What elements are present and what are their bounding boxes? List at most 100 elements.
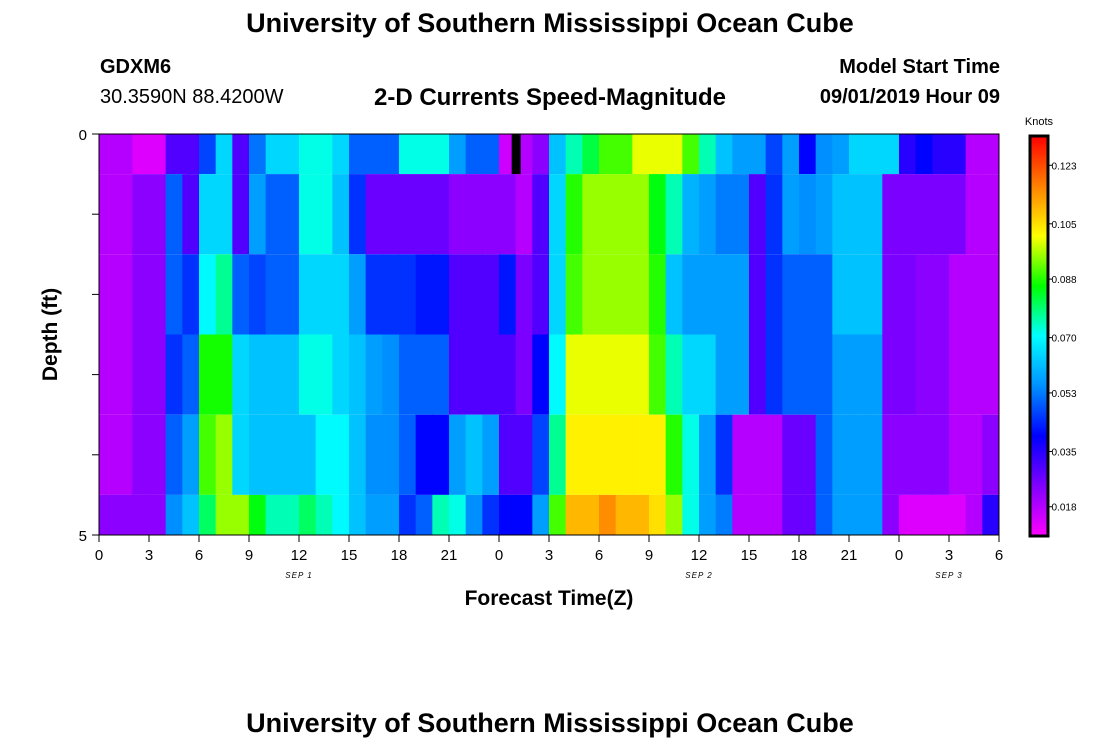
heatmap-cell <box>982 134 1000 175</box>
heatmap-cell <box>932 494 950 535</box>
heatmap-cell <box>949 134 967 175</box>
heatmap-cell <box>615 134 633 175</box>
heatmap-cell <box>232 134 250 175</box>
heatmap-cell <box>682 134 700 175</box>
heatmap-cell <box>699 494 717 535</box>
heatmap-cell <box>682 254 700 335</box>
heatmap-cell <box>599 334 617 415</box>
heatmap-cell <box>382 494 400 535</box>
heatmap-cell <box>765 494 783 535</box>
heatmap-cell <box>782 334 800 415</box>
page-footer-title: University of Southern Mississippi Ocean… <box>246 708 854 738</box>
colorbar-tick-label: 0.105 <box>1051 220 1076 231</box>
heatmap-cell <box>332 334 350 415</box>
heatmap-cell <box>215 134 233 175</box>
heatmap-cell <box>649 174 667 255</box>
heatmap-cell <box>865 414 883 495</box>
heatmap-cell <box>699 334 717 415</box>
heatmap-cell <box>582 134 600 175</box>
heatmap-cell <box>432 174 450 255</box>
heatmap-cell <box>482 334 500 415</box>
heatmap-cell <box>99 494 117 535</box>
heatmap-cell <box>149 334 167 415</box>
heatmap-cell <box>415 334 433 415</box>
heatmap-cell <box>849 254 867 335</box>
heatmap-cell <box>315 174 333 255</box>
heatmap-cell <box>949 494 967 535</box>
heatmap-cell <box>349 174 367 255</box>
x-tick-label: 3 <box>945 547 953 564</box>
heatmap-cell <box>882 254 900 335</box>
heatmap-cell <box>982 174 1000 255</box>
heatmap-cell <box>765 334 783 415</box>
heatmap-cell <box>549 414 567 495</box>
heatmap-cell <box>882 494 900 535</box>
heatmap-cell <box>182 494 200 535</box>
heatmap-cell <box>299 494 317 535</box>
heatmap-cell <box>615 414 633 495</box>
heatmap-cell <box>765 414 783 495</box>
heatmap-cell <box>299 414 317 495</box>
heatmap-cell <box>249 174 267 255</box>
heatmap-cell <box>965 254 983 335</box>
heatmap-cell <box>665 414 683 495</box>
heatmap-cell <box>515 254 533 335</box>
heatmap-cell <box>232 174 250 255</box>
heatmap-cell <box>849 334 867 415</box>
heatmap-cell <box>199 174 217 255</box>
heatmap-cell <box>982 414 1000 495</box>
heatmap-cell <box>932 414 950 495</box>
heatmap-cells <box>99 134 1000 535</box>
heatmap-cell <box>149 414 167 495</box>
heatmap-cell <box>699 254 717 335</box>
heatmap-cell <box>399 254 417 335</box>
heatmap-cell <box>365 174 383 255</box>
heatmap-cell <box>382 414 400 495</box>
heatmap-cell <box>715 414 733 495</box>
heatmap-cell <box>449 414 467 495</box>
heatmap-cell <box>182 414 200 495</box>
heatmap-cell <box>282 254 300 335</box>
heatmap-cell <box>165 494 183 535</box>
colorbar-tick-label: 0.018 <box>1051 503 1076 514</box>
heatmap-cell <box>832 254 850 335</box>
heatmap-cell <box>832 494 850 535</box>
x-tick-label: 15 <box>341 547 358 564</box>
heatmap-cell <box>765 134 783 175</box>
heatmap-cell <box>465 254 483 335</box>
heatmap-cell <box>149 494 167 535</box>
heatmap-cell <box>749 134 767 175</box>
heatmap-cell <box>415 414 433 495</box>
heatmap-cell <box>632 134 650 175</box>
heatmap-cell <box>599 254 617 335</box>
heatmap-cell <box>349 494 367 535</box>
chart-axes: 0 3 6 9 12 15 18 21 0 3 6 9 12 15 18 21 0 3 6 SEP 1 SEP 2 SEP… <box>79 127 1004 580</box>
heatmap-cell <box>915 494 933 535</box>
x-tick-label: 18 <box>391 547 408 564</box>
heatmap-cell <box>932 254 950 335</box>
heatmap-cell <box>365 134 383 175</box>
heatmap-cell <box>599 134 617 175</box>
x-tick-label: 15 <box>741 547 758 564</box>
missing-data-mark <box>511 134 521 175</box>
heatmap-cell <box>749 334 767 415</box>
heatmap-cell <box>532 134 550 175</box>
colorbar-tick-label: 0.123 <box>1051 161 1076 172</box>
heatmap-cell <box>915 334 933 415</box>
heatmap-cell <box>215 494 233 535</box>
heatmap-cell <box>99 134 117 175</box>
heatmap-cell <box>282 334 300 415</box>
heatmap-cell <box>815 174 833 255</box>
colorbar-gradient <box>1030 136 1048 536</box>
x-tick-label: 9 <box>645 547 653 564</box>
heatmap-cell <box>332 174 350 255</box>
heatmap-cell <box>799 134 817 175</box>
heatmap-cell <box>465 414 483 495</box>
heatmap-cell <box>499 414 517 495</box>
heatmap-cell <box>482 174 500 255</box>
heatmap-cell <box>482 414 500 495</box>
heatmap-cell <box>799 254 817 335</box>
heatmap-cell <box>715 134 733 175</box>
heatmap-cell <box>532 254 550 335</box>
heatmap-cell <box>115 174 133 255</box>
